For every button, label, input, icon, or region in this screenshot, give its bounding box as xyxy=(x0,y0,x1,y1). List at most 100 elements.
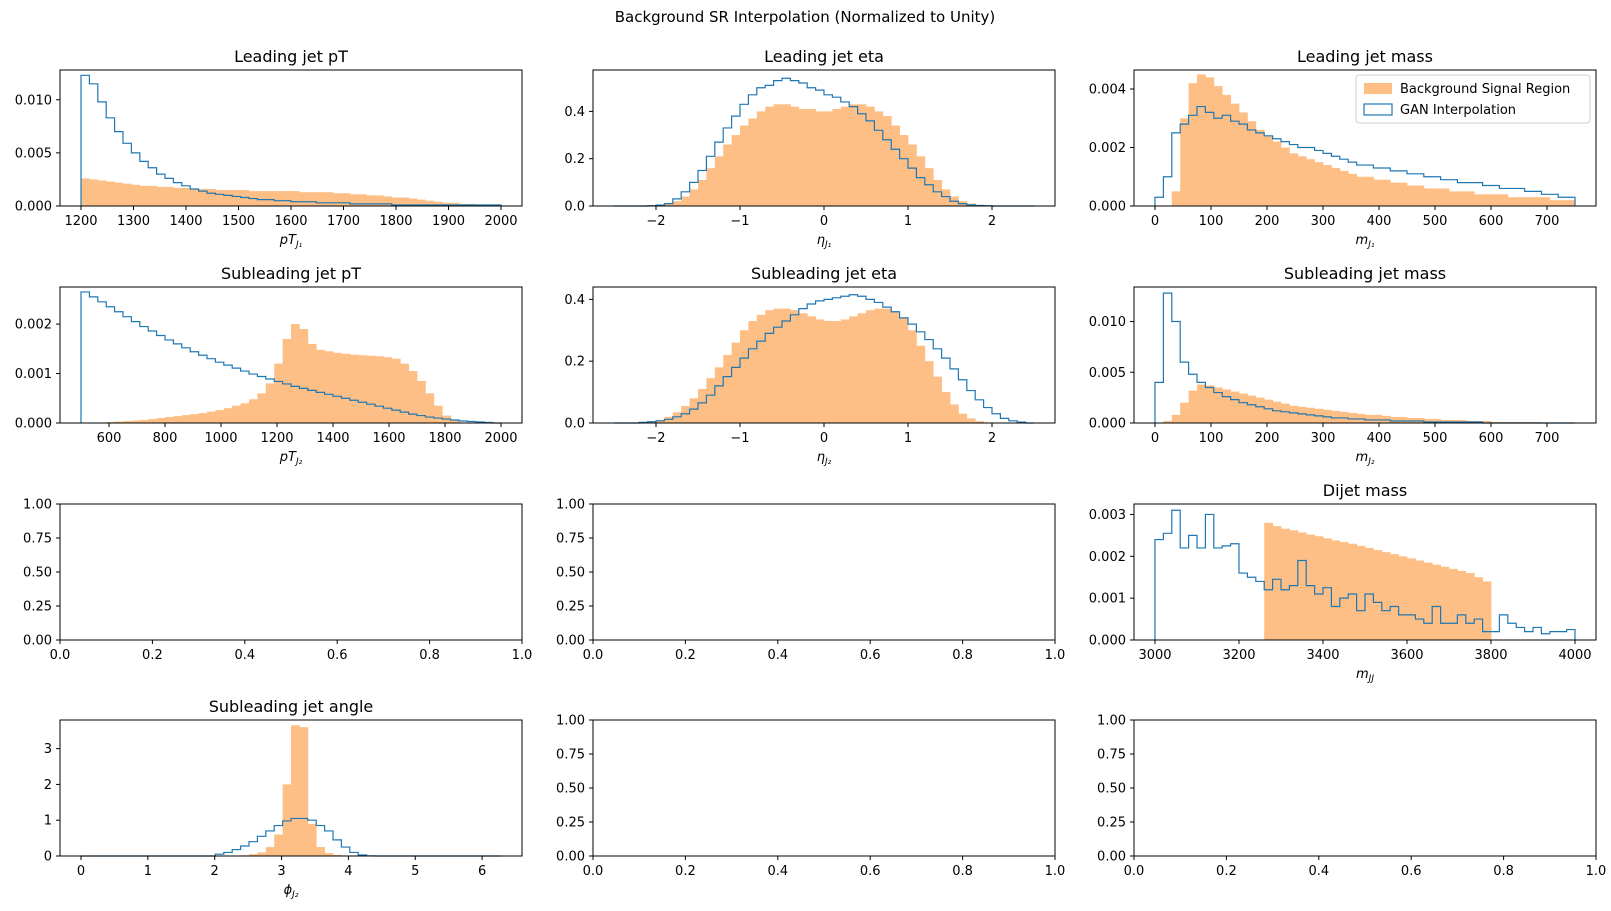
histogram-bar xyxy=(689,189,699,206)
histogram-bar xyxy=(689,398,699,423)
histogram-bar xyxy=(1457,570,1467,640)
y-tick-label: 0.005 xyxy=(1089,366,1126,381)
histogram-bar xyxy=(1247,121,1257,206)
x-tick-label: 0.6 xyxy=(1401,864,1422,879)
histogram-bar xyxy=(731,342,741,423)
histogram-bar xyxy=(341,193,351,206)
histogram-bar xyxy=(740,330,749,423)
histogram-bar xyxy=(1264,399,1273,423)
histogram-bar xyxy=(1507,197,1517,206)
histogram-bar xyxy=(1407,185,1416,206)
histogram-bar xyxy=(874,308,884,423)
x-tick-label: 0.4 xyxy=(1308,864,1329,879)
histogram-bar xyxy=(215,410,225,423)
histogram-bar xyxy=(316,349,325,423)
histogram-bar xyxy=(198,413,208,423)
histogram-bar xyxy=(1306,534,1315,640)
histogram-bar xyxy=(1390,416,1399,423)
x-tick-label: 0.8 xyxy=(419,648,440,663)
histogram-bar xyxy=(1449,568,1458,640)
x-tick-label: 400 xyxy=(1367,214,1392,229)
y-tick-label: 1.00 xyxy=(556,498,585,513)
chart-panel: 0.0 0.2 0.4 0.6 0.8 1.0 0.00 0.25 0.50 0.75 1.00 xyxy=(23,498,532,664)
histogram-bar xyxy=(400,363,409,423)
histogram-bar xyxy=(1440,188,1450,206)
histogram-bar xyxy=(840,319,850,423)
x-tick-label: 0 xyxy=(77,864,85,879)
histogram-bar xyxy=(165,186,174,206)
histogram-bar xyxy=(299,192,309,206)
histogram-bar xyxy=(1423,418,1433,423)
histogram-bar xyxy=(1398,416,1408,423)
y-tick-label: 0.25 xyxy=(556,600,585,615)
x-tick-label: 200 xyxy=(1255,431,1280,446)
y-tick-label: 0.002 xyxy=(15,318,52,333)
histogram-bar xyxy=(1272,401,1282,423)
y-tick-label: 0.000 xyxy=(15,417,52,432)
x-tick-label: 1800 xyxy=(379,214,412,229)
x-tick-label: 1 xyxy=(144,864,152,879)
chart-panel: 0 100 200 300 400 500 600 700 0.000 0.005 0.010 Sub… xyxy=(1089,264,1597,467)
histogram-bar xyxy=(882,308,892,423)
x-tick-label: 400 xyxy=(1367,431,1392,446)
x-tick-label: 1400 xyxy=(316,431,349,446)
x-tick-label: 3400 xyxy=(1306,648,1339,663)
histogram-bar xyxy=(265,191,275,206)
histogram-bar xyxy=(1272,526,1282,640)
histogram-step-line xyxy=(1154,509,1576,640)
histogram-bar xyxy=(173,416,183,423)
histogram-bar xyxy=(114,421,124,423)
histogram-bar xyxy=(731,135,741,206)
histogram-bar xyxy=(765,310,774,423)
y-tick-label: 2 xyxy=(44,778,52,793)
y-tick-label: 0.000 xyxy=(1089,200,1126,215)
axes-frame xyxy=(59,719,523,857)
histogram-bar xyxy=(257,393,267,423)
histogram-bar xyxy=(941,392,951,423)
histogram-bar xyxy=(307,823,317,856)
histogram-bar xyxy=(299,329,309,423)
x-axis-label: mJ₂ xyxy=(1356,450,1375,467)
histogram-bar xyxy=(916,345,926,423)
histogram-bar xyxy=(924,168,934,206)
x-tick-label: 1700 xyxy=(327,214,360,229)
panel-title: Leading jet eta xyxy=(764,47,884,66)
x-axis-label: pTJ₂ xyxy=(279,450,303,467)
x-tick-label: 1 xyxy=(904,214,912,229)
histogram-bar xyxy=(664,416,674,423)
x-tick-label: 2000 xyxy=(484,431,517,446)
histogram-bar xyxy=(1339,170,1349,206)
histogram-bar xyxy=(1180,402,1189,423)
histogram-bar xyxy=(840,106,850,206)
x-tick-label: 4000 xyxy=(1558,648,1591,663)
y-tick-label: 0.50 xyxy=(556,782,585,797)
histogram-bar xyxy=(1381,552,1391,640)
x-tick-label: −2 xyxy=(646,214,665,229)
x-tick-label: 1.0 xyxy=(1586,864,1607,879)
histogram-bar xyxy=(1390,554,1399,640)
x-tick-label: 0.0 xyxy=(1124,864,1145,879)
histogram-bar xyxy=(1558,200,1567,206)
legend-label: GAN Interpolation xyxy=(1400,103,1516,118)
histogram-bar xyxy=(1465,191,1475,206)
legend-label: Background Signal Region xyxy=(1400,82,1570,97)
histogram-bar xyxy=(375,195,384,206)
x-tick-label: 2000 xyxy=(484,214,517,229)
histogram-bar xyxy=(1314,162,1324,206)
chart-panel: 0.0 0.2 0.4 0.6 0.8 1.0 0.00 0.25 0.50 0.75 1.00 xyxy=(1097,714,1606,880)
histogram-bar xyxy=(832,109,842,206)
histogram-bar xyxy=(383,357,393,423)
histogram-bar xyxy=(383,196,393,206)
y-tick-label: 0.50 xyxy=(23,566,52,581)
histogram-bar xyxy=(1398,556,1408,640)
y-tick-label: 0 xyxy=(44,850,52,865)
axes-frame xyxy=(1133,503,1597,641)
histogram-bar xyxy=(908,330,917,423)
histogram-bar xyxy=(1171,414,1181,423)
histogram-bar xyxy=(1415,560,1425,640)
histogram-bar xyxy=(1407,558,1416,640)
histogram-bar xyxy=(1398,182,1408,206)
x-tick-label: −1 xyxy=(730,431,749,446)
histogram-bar xyxy=(1197,384,1206,423)
y-tick-label: 3 xyxy=(44,742,52,757)
